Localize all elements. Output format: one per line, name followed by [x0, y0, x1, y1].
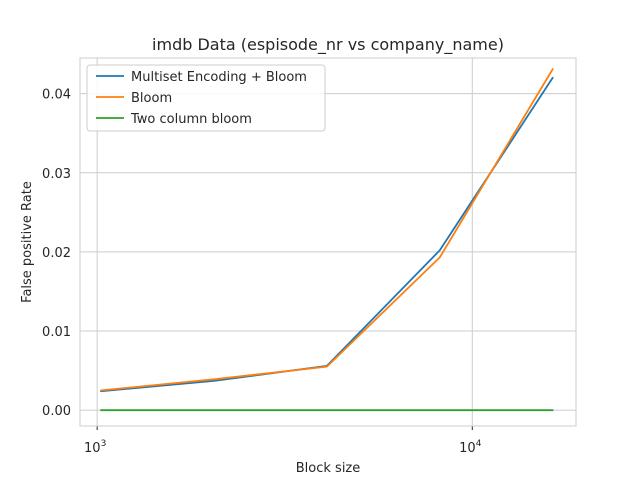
x-axis-label: Block size [296, 461, 361, 476]
plot-frame [79, 57, 577, 427]
y-tick-label: 0.03 [42, 167, 71, 182]
legend-label: Multiset Encoding + Bloom [131, 70, 307, 85]
series-line [100, 68, 554, 392]
y-axis-label: False positive Rate [20, 181, 35, 303]
series-lines [100, 68, 554, 412]
x-tick-label: 104 [459, 439, 482, 456]
y-tick-labels: 0.00 0.01 0.02 0.03 0.04 [42, 88, 71, 420]
legend-label: Two column bloom [130, 112, 252, 127]
legend: Multiset Encoding + Bloom Bloom Two column… [86, 64, 326, 132]
y-tick-label: 0.00 [42, 404, 71, 419]
y-tick-label: 0.04 [42, 88, 71, 103]
x-tick-label: 103 [84, 439, 106, 456]
legend-box [86, 64, 326, 132]
legend-label: Bloom [131, 91, 172, 106]
y-tick-label: 0.01 [42, 325, 71, 340]
chart-title: imdb Data (espisode_nr vs company_name) [152, 35, 504, 55]
x-tick-labels: 103 104 [84, 439, 482, 456]
y-tick-label: 0.02 [42, 246, 71, 261]
